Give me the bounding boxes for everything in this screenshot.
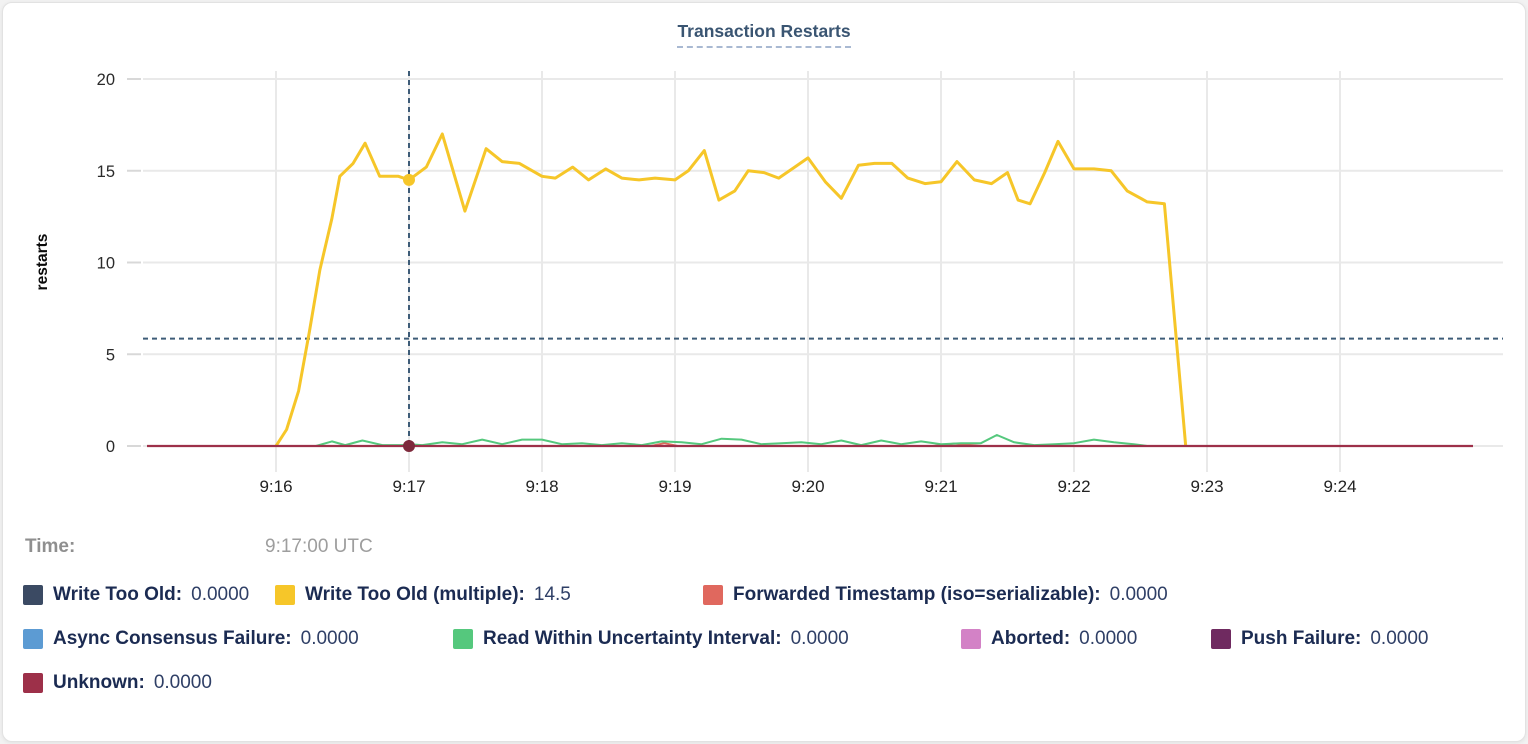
xtick-label-9-22: 9:22 [1057,477,1090,496]
write-too-old-value: 0.0000 [191,584,250,605]
legend-item-async-consensus-failure: Async Consensus Failure: 0.0000 [23,628,453,650]
legend-row-3: Unknown: 0.0000 [23,672,1525,694]
aborted-value: 0.0000 [1079,628,1138,649]
ytick-label-15: 15 [97,163,115,181]
legend-item-unknown: Unknown: 0.0000 [23,672,212,694]
ytick-label-0: 0 [106,438,115,456]
unknown-value: 0.0000 [153,672,212,693]
chart-title: Transaction Restarts [3,21,1525,48]
write-too-old-multiple-value: 14.5 [533,584,571,605]
push-failure-swatch [1211,629,1231,649]
xtick-label-9-23: 9:23 [1190,477,1223,496]
hover-time-row: Time: 9:17:00 UTC [25,536,1525,558]
legend-row-2: Async Consensus Failure: 0.0000 Read Withi… [23,628,1525,650]
series-line-write-too-old-multiple [274,132,1188,447]
time-value: 9:17:00 UTC [265,536,373,557]
write-too-old-multiple-swatch [275,585,295,605]
push-failure-value: 0.0000 [1370,628,1429,649]
read-within-uncertainty-interval-label: Read Within Uncertainty Interval: [483,628,782,649]
async-consensus-failure-value: 0.0000 [300,628,359,649]
time-label: Time: [25,536,76,557]
xtick-label-9-24: 9:24 [1323,477,1356,496]
unknown-label: Unknown: [53,672,145,693]
legend-item-write-too-old: Write Too Old: 0.0000 [23,584,275,606]
forwarded-timestamp-iso-serializable-swatch [703,585,723,605]
xtick-label-9-20: 9:20 [791,477,824,496]
forwarded-timestamp-iso-serializable-label: Forwarded Timestamp (iso=serializable): [733,584,1101,605]
legend-item-aborted: Aborted: 0.0000 [961,628,1211,650]
legend-item-forwarded-timestamp-iso-serializable: Forwarded Timestamp (iso=serializable): 0… [703,584,1168,606]
xtick-label-9-16: 9:16 [259,477,292,496]
aborted-swatch [961,629,981,649]
legend-row-1: Write Too Old: 0.0000 Write Too Old (multi… [23,584,1525,606]
push-failure-label: Push Failure: [1241,628,1362,649]
hover-dot-write-too-old-multiple [403,173,415,186]
write-too-old-swatch [23,585,43,605]
xtick-label-9-17: 9:17 [392,477,425,496]
write-too-old-multiple-label: Write Too Old (multiple): [305,584,525,605]
series-line-read-within-uncertainty-interval [315,434,1148,447]
hover-dot-unknown [403,440,415,452]
forwarded-timestamp-iso-serializable-value: 0.0000 [1109,584,1168,605]
transaction-restarts-chart[interactable]: 0 5 10 15 20 9:16 9:17 9:18 9:19 9:20 9:21 9:22 9:23… [3,50,1526,502]
xtick-label-9-18: 9:18 [525,477,558,496]
ytick-label-20: 20 [97,71,115,89]
xtick-label-9-21: 9:21 [924,477,957,496]
chart-title-text[interactable]: Transaction Restarts [677,21,851,48]
ytick-label-5: 5 [106,346,115,364]
aborted-label: Aborted: [991,628,1071,649]
async-consensus-failure-swatch [23,629,43,649]
ytick-label-10: 10 [97,255,115,273]
legend-item-read-within-uncertainty-interval: Read Within Uncertainty Interval: 0.0000 [453,628,961,650]
read-within-uncertainty-interval-swatch [453,629,473,649]
y-axis-label: restarts [34,234,51,291]
xtick-label-9-19: 9:19 [658,477,691,496]
chart-legend: Write Too Old: 0.0000 Write Too Old (multi… [23,584,1525,694]
write-too-old-label: Write Too Old: [53,584,183,605]
unknown-swatch [23,673,43,693]
read-within-uncertainty-interval-value: 0.0000 [790,628,849,649]
async-consensus-failure-label: Async Consensus Failure: [53,628,292,649]
legend-item-write-too-old-multiple: Write Too Old (multiple): 14.5 [275,584,703,606]
legend-item-push-failure: Push Failure: 0.0000 [1211,628,1428,650]
